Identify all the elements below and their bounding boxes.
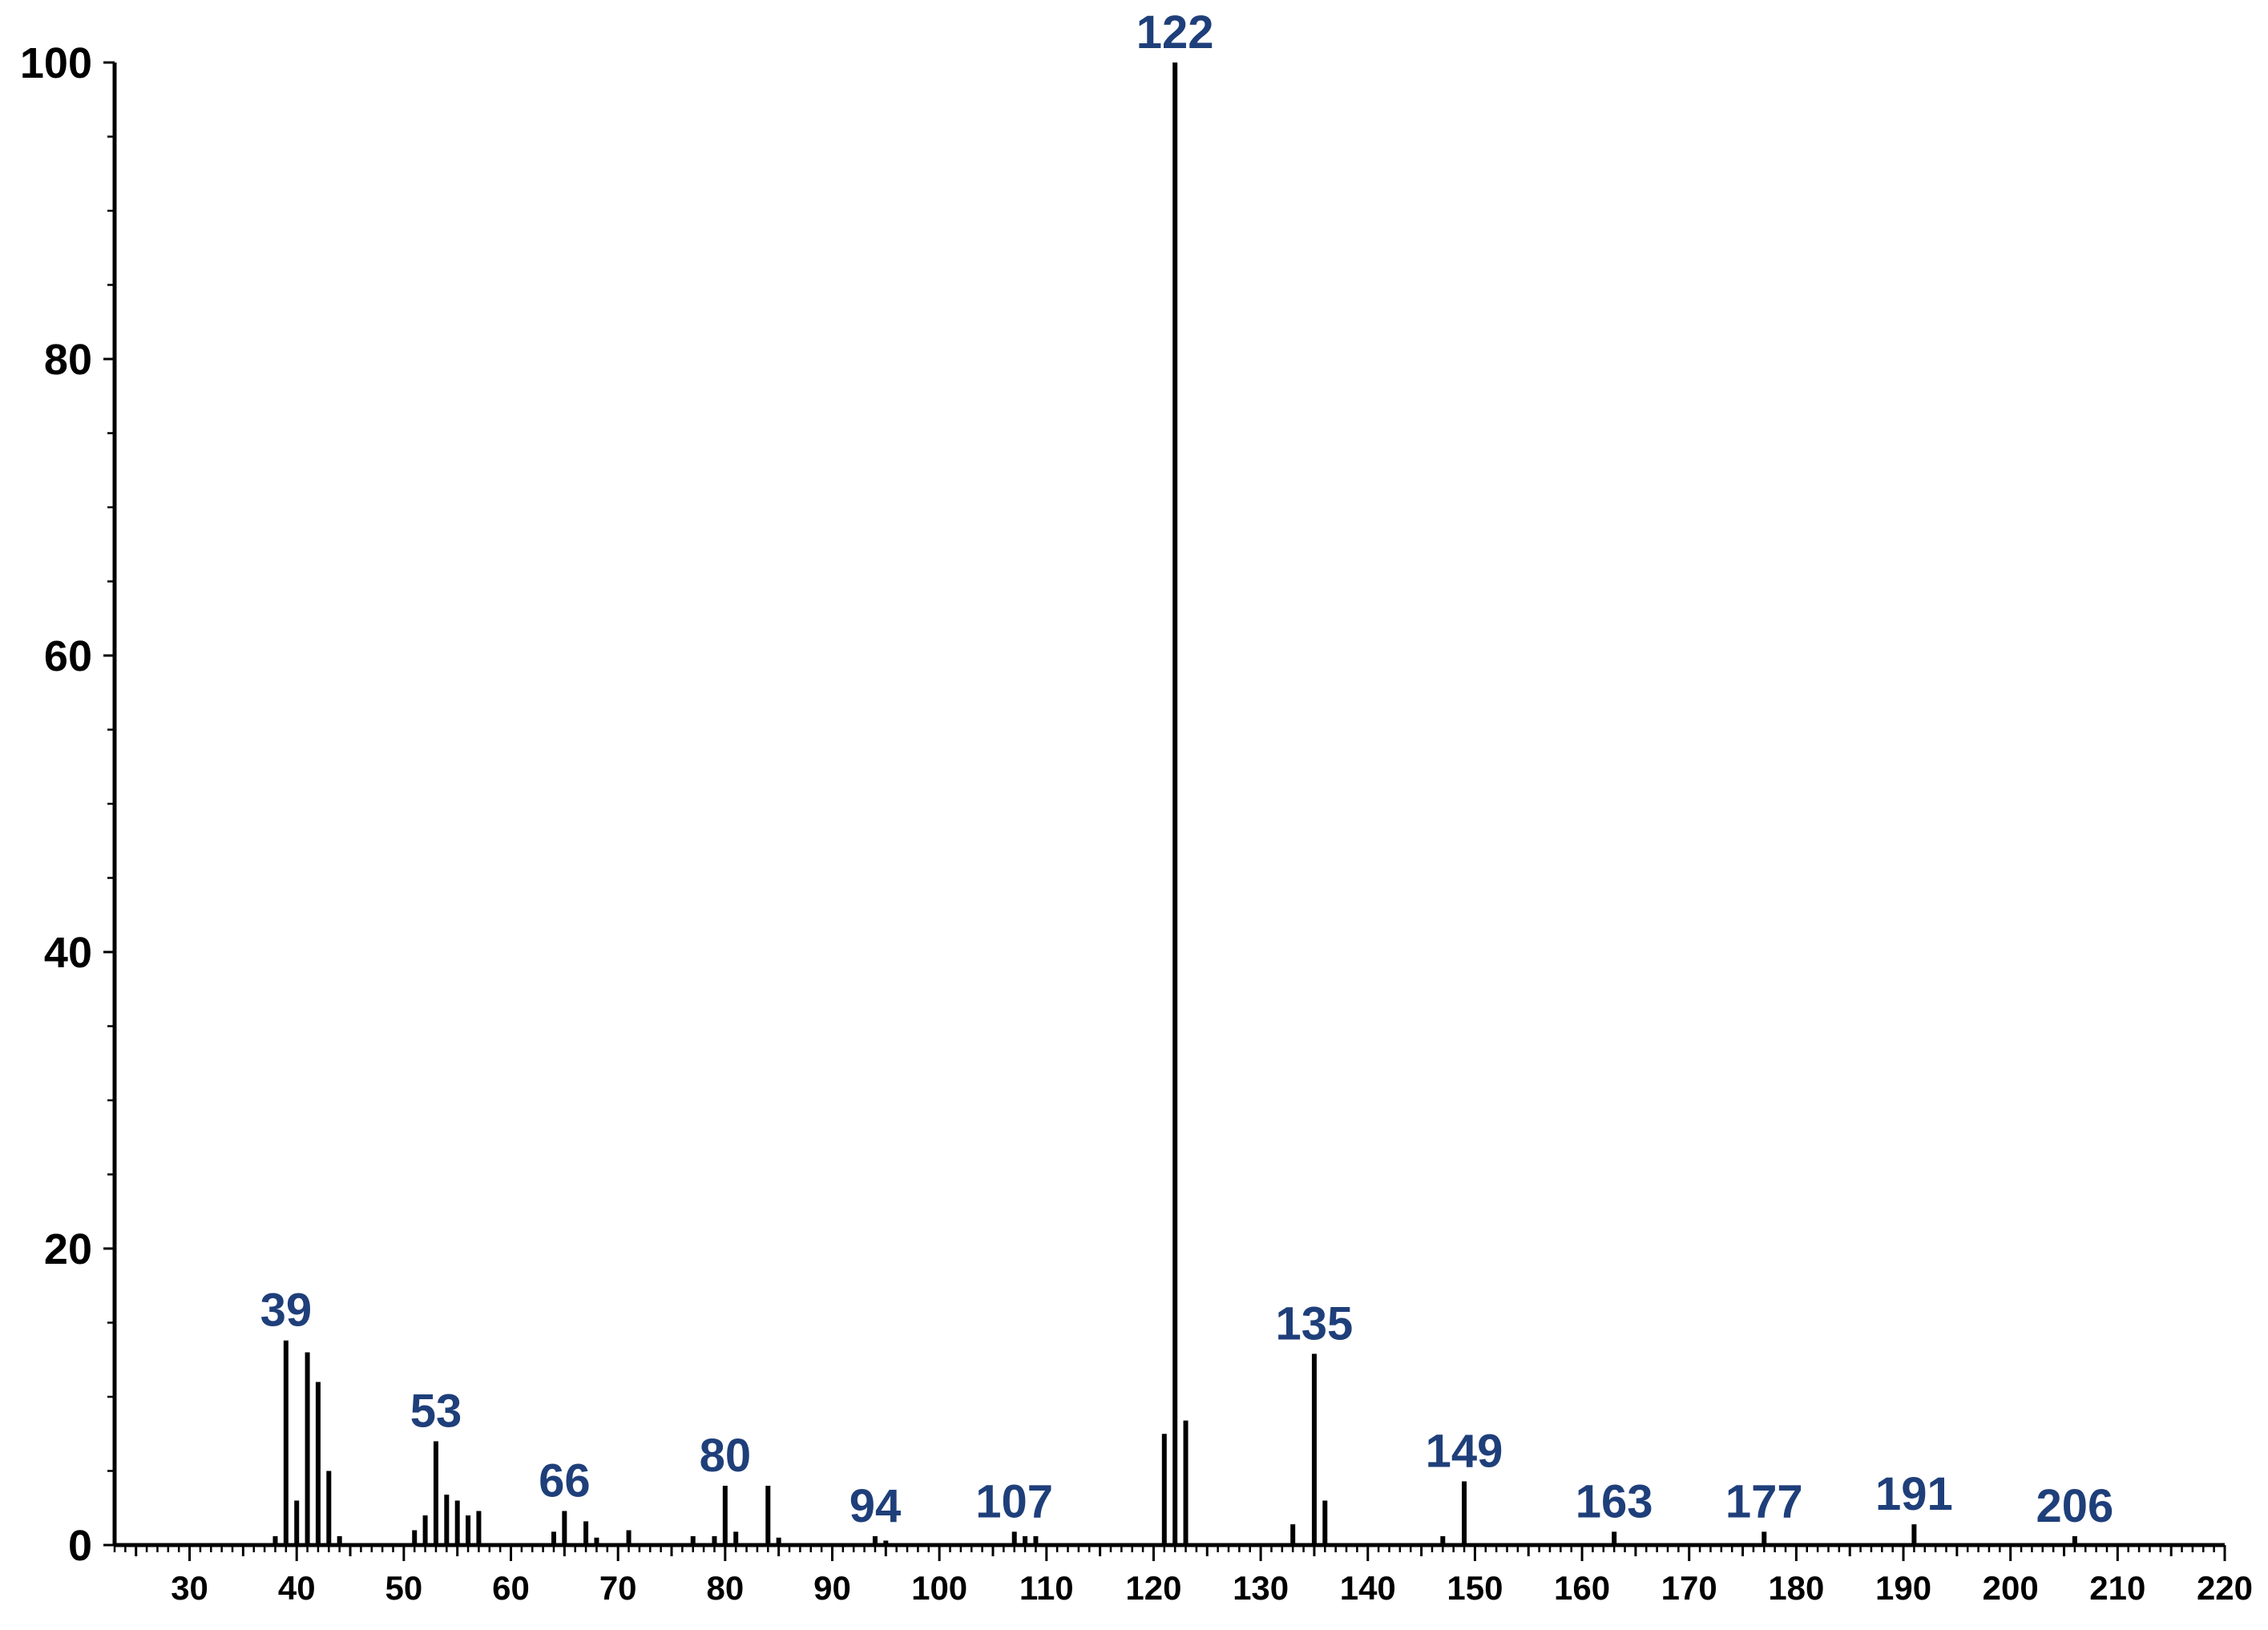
- x-tick-label: 100: [911, 1569, 967, 1607]
- x-tick-label: 50: [385, 1569, 423, 1607]
- x-tick-label: 180: [1768, 1569, 1824, 1607]
- x-tick-label: 70: [599, 1569, 637, 1607]
- x-tick-label: 30: [171, 1569, 208, 1607]
- y-tick-label: 80: [44, 336, 92, 384]
- peak-bars: [272, 63, 2077, 1545]
- x-tick-label: 80: [706, 1569, 744, 1607]
- x-tick-label: 120: [1125, 1569, 1181, 1607]
- peak-label: 39: [260, 1285, 313, 1337]
- x-tick-label: 140: [1340, 1569, 1396, 1607]
- x-tick-label: 220: [2197, 1569, 2253, 1607]
- y-tick-label: 100: [20, 39, 92, 87]
- peak-label: 149: [1426, 1425, 1503, 1477]
- x-tick-label: 190: [1875, 1569, 1931, 1607]
- peak-label: 135: [1276, 1297, 1354, 1350]
- x-tick-label: 160: [1554, 1569, 1610, 1607]
- x-tick-label: 130: [1233, 1569, 1289, 1607]
- x-tick-label: 40: [278, 1569, 316, 1607]
- peak-labels: 39 53 66 80 94 107 122 135 149 163 177 191 206: [260, 6, 2114, 1532]
- y-tick-label: 20: [44, 1225, 92, 1273]
- peak-label: 206: [2036, 1480, 2113, 1532]
- x-tick-label: 170: [1661, 1569, 1717, 1607]
- peak-label: 66: [539, 1454, 591, 1507]
- x-tick-label: 60: [492, 1569, 530, 1607]
- axes: 0 20 40 60 80 100 30 40 50 60 70 80 90 100 110 120 130 14…: [20, 39, 2253, 1607]
- peak-label: 107: [975, 1475, 1053, 1527]
- y-tick-label: 0: [68, 1522, 92, 1570]
- x-tick-label: 90: [813, 1569, 851, 1607]
- x-tick-label: 210: [2089, 1569, 2145, 1607]
- peak-label: 163: [1576, 1475, 1653, 1527]
- peak-label: 122: [1136, 6, 1214, 59]
- x-tick-label: 150: [1447, 1569, 1503, 1607]
- peak-label: 94: [849, 1480, 902, 1532]
- y-tick-label: 60: [44, 632, 92, 680]
- x-tick-label: 110: [1019, 1569, 1074, 1607]
- peak-label: 80: [700, 1430, 752, 1482]
- x-tick-label: 200: [1983, 1569, 2039, 1607]
- y-tick-label: 40: [44, 929, 92, 977]
- peak-label: 177: [1725, 1475, 1803, 1527]
- peak-label: 53: [410, 1386, 462, 1438]
- peak-label: 191: [1875, 1468, 1953, 1520]
